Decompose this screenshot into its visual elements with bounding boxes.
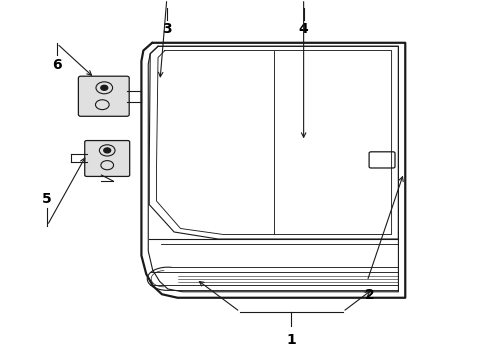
FancyBboxPatch shape bbox=[85, 140, 130, 176]
Text: 2: 2 bbox=[365, 288, 374, 302]
FancyBboxPatch shape bbox=[78, 76, 129, 116]
Text: 1: 1 bbox=[287, 333, 296, 347]
Text: 5: 5 bbox=[42, 192, 52, 206]
Text: 6: 6 bbox=[52, 58, 62, 72]
Text: 4: 4 bbox=[299, 22, 309, 36]
FancyBboxPatch shape bbox=[369, 152, 395, 168]
Circle shape bbox=[104, 148, 111, 153]
Text: 3: 3 bbox=[162, 22, 171, 36]
Circle shape bbox=[101, 85, 108, 90]
